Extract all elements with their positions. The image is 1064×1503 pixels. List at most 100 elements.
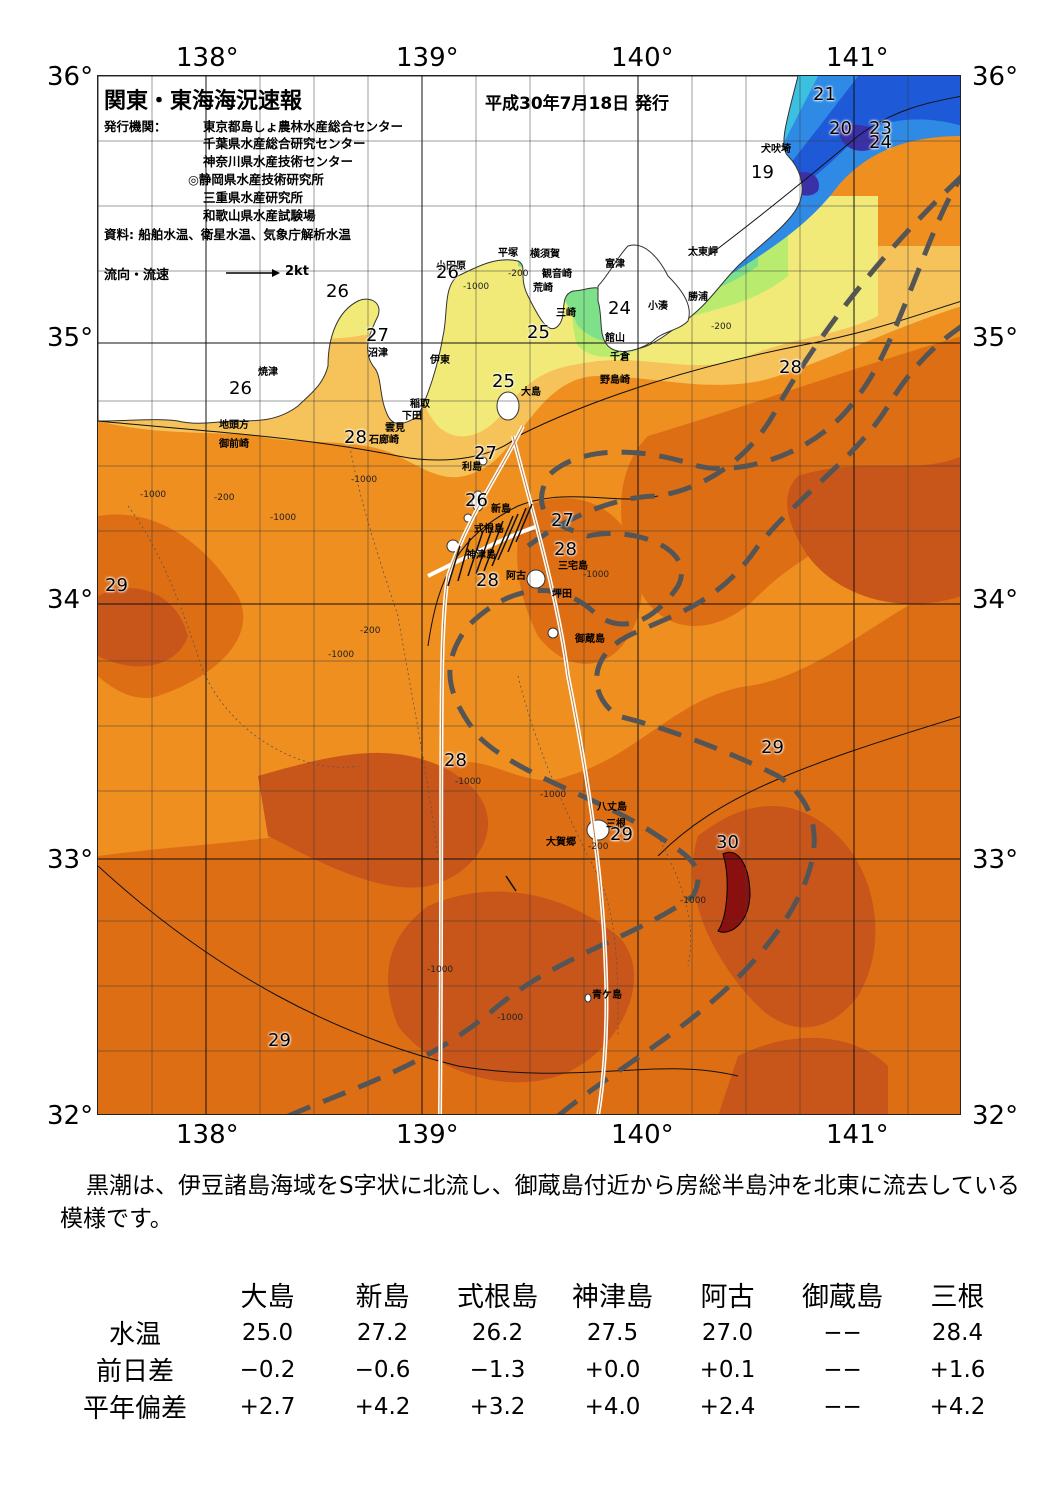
table-cell: 27.0: [701, 1319, 754, 1346]
ship-tracks-outline: [439, 425, 607, 1114]
lon-tick-139-bottom: 139°: [396, 1120, 459, 1150]
place-katsuura: 勝浦: [688, 292, 708, 303]
table-cell: +0.0: [584, 1356, 641, 1383]
place-inatori: 稲取: [410, 399, 430, 410]
table-header-row: 大島 新島 式根島 神津島 阿古 御蔵島 三根: [60, 1275, 1015, 1314]
temp-label: 27: [474, 443, 497, 464]
place-hachijojima: 八丈島: [597, 802, 627, 813]
kuroshio-axis-branch: [556, 324, 960, 1114]
sst-band-22: [728, 76, 960, 276]
lat-tick-35-right: 35°: [972, 323, 1019, 353]
lat-tick-36-left: 36°: [47, 62, 94, 92]
place-shikinejima: 式根島: [474, 524, 504, 535]
lat-tick-33-left: 33°: [47, 845, 94, 875]
place-yaizu: 焼津: [258, 367, 278, 378]
depth-label: -1000: [680, 896, 707, 906]
place-numazu: 沼津: [368, 348, 388, 359]
current-legend-label: 流向・流速: [104, 268, 170, 283]
table-cell: −1.3: [469, 1356, 526, 1383]
isotherm-lines: [98, 95, 960, 1077]
table-cell: −−: [823, 1393, 862, 1420]
table-corner: [60, 1275, 210, 1314]
summary-text: 黒潮は、伊豆諸島海域をS字状に北流し、御蔵島付近から房総半島沖を北東に流去してい…: [60, 1170, 1020, 1236]
current-scale-label: 2kt: [285, 264, 309, 279]
lat-tick-32-right: 32°: [972, 1101, 1019, 1131]
place-odawara: 小田原: [436, 261, 466, 272]
table-cell: +4.2: [354, 1393, 411, 1420]
depth-label: -200: [588, 842, 609, 852]
depth-label: -1000: [140, 490, 167, 500]
data-sources: 資料: 船舶水温、衛星水温、気象庁解析水温: [104, 227, 351, 242]
temp-label: 19: [751, 162, 774, 183]
sst-band-30: [717, 851, 751, 933]
depth-label: -1000: [540, 790, 567, 800]
temp-label: 20: [829, 118, 852, 139]
map-title: 関東・東海海況速報: [104, 89, 303, 114]
table-cell: +4.0: [584, 1393, 641, 1420]
temp-label: 28: [344, 427, 367, 448]
place-oshima: 大島: [521, 387, 541, 398]
publisher-label: 発行機関：: [104, 119, 167, 134]
table-row: 前日差 −0.2 −0.6 −1.3 +0.0 +0.1 −− +1.6: [60, 1351, 1015, 1388]
sst-map-graphic: [98, 76, 960, 1114]
land-boso: [597, 244, 690, 352]
lon-tick-138-bottom: 138°: [176, 1120, 239, 1150]
table-cell: 26.2: [471, 1319, 524, 1346]
island-mikurajima: [547, 627, 559, 639]
table-cell: +1.6: [929, 1356, 986, 1383]
map-grid-major: [98, 76, 960, 1114]
station-oshima: 大島: [240, 1282, 295, 1313]
temp-label: 26: [326, 281, 349, 302]
place-chikura: 千倉: [610, 352, 630, 363]
publisher-4: ◎静岡県水産技術研究所: [188, 172, 324, 187]
place-taitomisaki: 太東岬: [688, 247, 718, 258]
depth-label: -200: [214, 493, 235, 503]
table-cell: 25.0: [241, 1319, 294, 1346]
island-aogashima: [584, 993, 592, 1003]
row-label-anomaly: 平年偏差: [82, 1394, 187, 1424]
lon-tick-139-top: 139°: [396, 43, 459, 73]
station-ako: 阿古: [700, 1282, 755, 1313]
temp-label: 29: [761, 737, 784, 758]
table-cell: 27.2: [356, 1319, 409, 1346]
place-hiratsuka: 平塚: [498, 248, 518, 259]
place-yokosuka: 横須賀: [530, 249, 560, 260]
lat-tick-36-right: 36°: [972, 62, 1019, 92]
table-cell: +4.2: [929, 1393, 986, 1420]
place-irozaki: 石廊崎: [369, 435, 399, 446]
station-mitsune: 三根: [930, 1282, 985, 1313]
island-oshima: [496, 391, 520, 421]
depth-label: -1000: [328, 650, 355, 660]
place-arasaki: 荒崎: [533, 283, 553, 294]
place-jitogata: 地頭方: [219, 420, 249, 431]
sst-band-19: [788, 124, 881, 196]
temp-label: 26: [436, 262, 459, 283]
temp-label: 28: [476, 570, 499, 591]
table-cell: +2.4: [699, 1393, 756, 1420]
lat-tick-34-right: 34°: [972, 585, 1019, 615]
temp-label: 28: [779, 357, 802, 378]
depth-label: -1000: [497, 1013, 524, 1023]
temp-label: 23: [869, 118, 892, 139]
table-cell: 28.4: [931, 1319, 984, 1346]
kuroshio-axis: [287, 174, 960, 1114]
station-niijima: 新島: [355, 1282, 410, 1313]
row-label-day-diff: 前日差: [95, 1357, 174, 1387]
place-toshima: 利島: [462, 462, 482, 473]
table-cell: 27.5: [586, 1319, 639, 1346]
table-row: 水温 25.0 27.2 26.2 27.5 27.0 −− 28.4: [60, 1314, 1015, 1351]
lat-tick-33-right: 33°: [972, 845, 1019, 875]
temp-label: 30: [716, 832, 739, 853]
place-tateyama: 館山: [605, 333, 625, 344]
place-futtsu: 富津: [605, 259, 625, 270]
temp-label: 24: [869, 132, 892, 153]
temp-label: 29: [105, 575, 128, 596]
place-kannonzaki: 観音崎: [542, 269, 572, 280]
table-cell: −0.2: [239, 1356, 296, 1383]
lon-tick-140-top: 140°: [611, 43, 674, 73]
table-cell: −0.6: [354, 1356, 411, 1383]
place-kozushima: 神津島: [466, 550, 496, 561]
publisher-6: 和歌山県水産試験場: [203, 208, 316, 223]
publisher-3: 神奈川県水産技術センター: [203, 154, 354, 169]
place-shimoda: 下田: [402, 411, 422, 422]
